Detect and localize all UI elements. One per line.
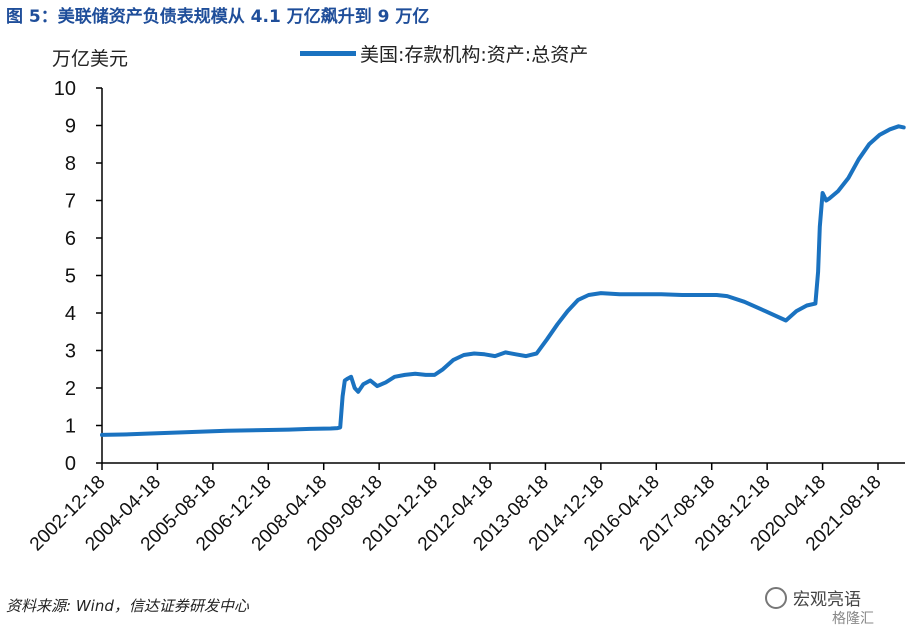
y-tick-label: 2 <box>65 378 76 400</box>
source-note: 资料来源: Wind，信达证券研发中心 <box>6 597 249 615</box>
y-tick-label: 9 <box>65 116 76 138</box>
series-line <box>100 124 906 437</box>
y-tick-label: 3 <box>65 341 76 363</box>
watermark: 宏观亮语 <box>765 585 861 610</box>
y-tick-label: 0 <box>65 453 76 475</box>
y-tick-label: 4 <box>65 303 76 325</box>
y-tick-label: 5 <box>65 266 76 288</box>
y-tick-label: 6 <box>65 228 76 250</box>
y-tick-label: 7 <box>65 191 76 213</box>
y-axis-label: 万亿美元 <box>52 48 129 70</box>
watermark-text: 宏观亮语 <box>793 590 861 610</box>
figure-title: 图 5：美联储资产负债表规模从 4.1 万亿飙升到 9 万亿 <box>6 7 430 27</box>
legend-label: 美国:存款机构:资产:总资产 <box>360 44 589 66</box>
y-tick-label: 8 <box>65 153 76 175</box>
y-tick-label: 10 <box>54 78 76 100</box>
wechat-icon <box>765 586 787 609</box>
watermark-secondary: 格隆汇 <box>832 611 874 627</box>
legend: 美国:存款机构:资产:总资产 <box>300 40 588 67</box>
legend-swatch <box>300 51 356 56</box>
y-tick-label: 1 <box>65 416 76 438</box>
